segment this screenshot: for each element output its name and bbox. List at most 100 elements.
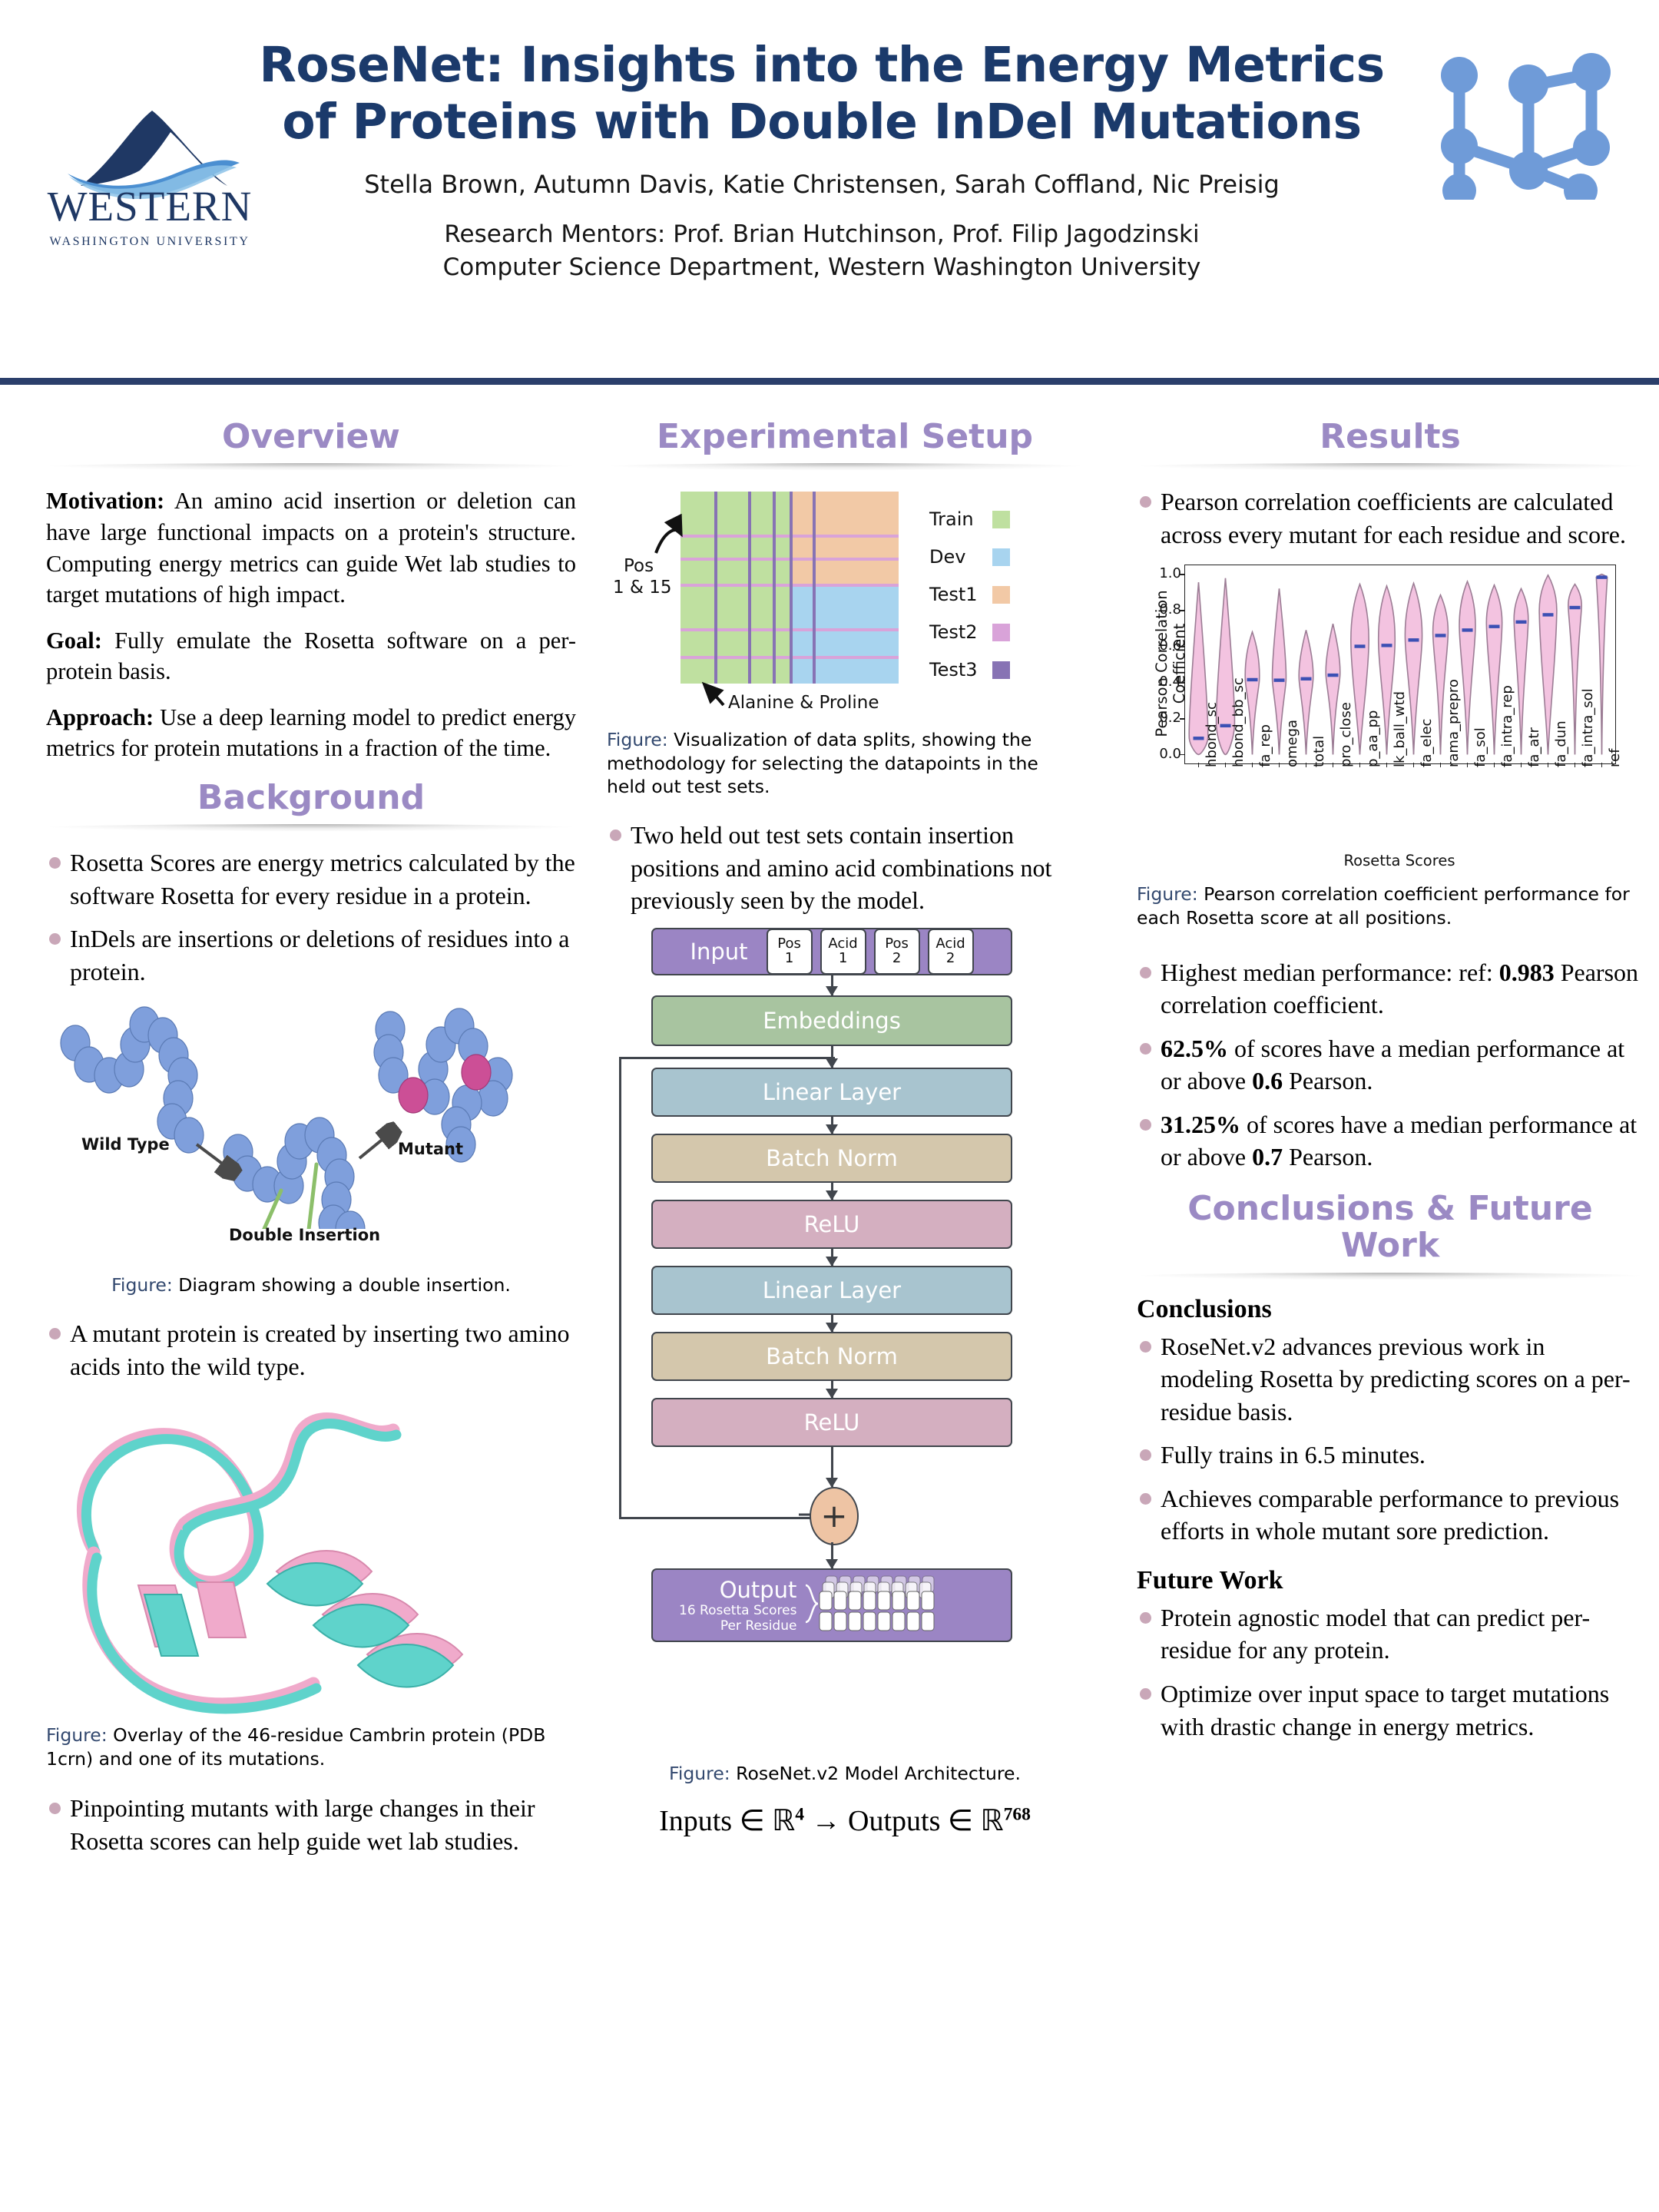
data-split-grid [680, 492, 899, 684]
overview-goal-text: Fully emulate the Rosetta software on a … [46, 627, 576, 685]
caption-lead: Figure: [669, 1762, 730, 1784]
arch-chip-acid2: Acid 2 [927, 928, 974, 975]
x-tick-label-fa_sol: fa_sol [1472, 727, 1488, 768]
median-fa_atr [1515, 621, 1527, 624]
y-tick-mark [1180, 717, 1184, 720]
y-tick-mark [1180, 610, 1184, 611]
section-heading-results: Results [1320, 417, 1461, 456]
caption-lead: Figure: [46, 1724, 108, 1747]
list-item: A mutant protein is created by inserting… [46, 1317, 576, 1382]
x-tick-mark [1412, 763, 1415, 768]
arch-node-output: Output 16 Rosetta Scores Per Residue [651, 1568, 1012, 1642]
stat-text-after: Pearson. [1283, 1143, 1373, 1171]
list-item-stat-highest: Highest median performance: ref: 0.983 P… [1137, 956, 1644, 1022]
list-item: Rosetta Scores are energy metrics calcul… [46, 846, 576, 912]
legend-item-train: Train [929, 508, 1010, 530]
arch-input-label: Input [690, 938, 748, 965]
split-col-test3 [748, 492, 751, 684]
median-fa_elec [1408, 638, 1419, 642]
list-item: InDels are insertions or deletions of re… [46, 922, 576, 988]
x-tick-label-rama_prepro: rama_prepro [1445, 679, 1462, 768]
split-col-test3 [773, 492, 776, 684]
list-item: Pinpointing mutants with large changes i… [46, 1792, 576, 1857]
pearson-violin-chart: Pearson Correlation Coefficient 0.0 0.2 0.… [1137, 561, 1644, 876]
conclusions-bullets: RoseNet.v2 advances previous work in mod… [1137, 1330, 1644, 1548]
section-rule [46, 463, 576, 471]
ribbon-figure-caption: Figure: Overlay of the 46-residue Cambri… [46, 1724, 576, 1770]
poster-header: WESTERN WASHINGTON UNIVERSITY RoseNet: I… [0, 0, 1659, 380]
overview-goal: Goal: Fully emulate the Rosetta software… [46, 625, 576, 687]
x-tick-label-total: total [1310, 736, 1327, 768]
violin-hbond_bb_sc [1215, 578, 1236, 756]
stat-text: of scores have a median performance at o… [1161, 1110, 1637, 1171]
caption-text: Diagram showing a double insertion. [172, 1274, 511, 1296]
violin-omega [1271, 588, 1287, 755]
arch-output-sub1: 16 Rosetta Scores [679, 1602, 797, 1618]
split-region-test1 [793, 492, 899, 586]
legend-swatch-test3 [992, 661, 1010, 679]
x-tick-mark [1466, 763, 1469, 768]
median-lk_ball_wtd [1381, 644, 1392, 648]
x-tick-mark [1251, 763, 1253, 768]
violin-pro_close [1325, 624, 1341, 755]
x-tick-mark [1574, 763, 1576, 768]
double-insertion-figure: Wild Type Mutant Double Insertion [46, 998, 576, 1274]
subheading-conclusions: Conclusions [1137, 1294, 1272, 1323]
annotation-positions-line1: Pos [624, 556, 654, 577]
stat-text-after: Pearson correlation coefficient. [1161, 958, 1639, 1019]
median-total [1300, 677, 1312, 681]
data-split-figure: Pos 1 & 15 Alanine & Proline Train Dev T… [607, 485, 1083, 716]
chart-y-axis-label: Pearson Correlation Coefficient [1153, 590, 1188, 738]
x-tick-label-omega: omega [1283, 720, 1300, 768]
x-tick-label-hbond_bb_sc: hbond_bb_sc [1230, 677, 1247, 768]
y-tick-mark [1180, 753, 1184, 756]
y-tick-label: 0.0 [1159, 745, 1181, 762]
y-tick-label: 0.8 [1159, 601, 1181, 618]
chip-line1: Pos [885, 935, 909, 952]
x-tick-mark [1305, 763, 1307, 768]
legend-swatch-test1 [992, 585, 1010, 604]
split-figure-caption: Figure: Visualization of data splits, sh… [607, 728, 1083, 799]
overview-motivation: Motivation: An amino acid insertion or d… [46, 485, 576, 610]
x-tick-mark [1520, 763, 1522, 768]
formula-mid: → Outputs ∈ ℝ [804, 1805, 1004, 1838]
background-bullets-bottom: Pinpointing mutants with large changes i… [46, 1792, 576, 1857]
formula-input-dim: 4 [795, 1804, 805, 1825]
split-col-test3 [813, 492, 816, 684]
output-score-grid-icon [806, 1575, 935, 1631]
x-tick-label-p_aa_pp: p_aa_pp [1364, 710, 1381, 768]
chip-line2: 2 [945, 949, 955, 966]
list-item: Achieves comparable performance to previ… [1137, 1482, 1644, 1548]
violin-total [1298, 630, 1314, 755]
list-item-stat-31: 31.25% of scores have a median performan… [1137, 1108, 1644, 1174]
section-heading-background: Background [197, 777, 426, 817]
wwu-wordmark: WESTERN [47, 183, 253, 230]
section-rule [607, 463, 1083, 471]
arch-node-embeddings: Embeddings [651, 995, 1012, 1046]
section-heading-conclusions: Conclusions & Future Work [1187, 1188, 1593, 1266]
median-fa_intra_rep [1488, 624, 1500, 629]
cambrin-ribbon-figure [46, 1393, 576, 1716]
chip-line1: Acid [935, 935, 965, 952]
list-item: Fully trains in 6.5 minutes. [1137, 1439, 1644, 1472]
overview-approach-label: Approach: [46, 704, 154, 730]
legend-item-test3: Test3 [929, 659, 1010, 680]
violin-hbond_sc [1188, 582, 1209, 756]
x-tick-label-lk_ball_wtd: lk_ball_wtd [1391, 691, 1408, 768]
violin-fa_intra_sol [1568, 583, 1582, 755]
wwu-logo: WESTERN WASHINGTON UNIVERSITY [46, 100, 253, 253]
legend-label: Test1 [929, 584, 978, 606]
median-fa_rep [1247, 678, 1258, 682]
arch-node-input: Input Pos 1 Acid 1 Pos 2 Acid 2 [651, 927, 1012, 975]
x-tick-mark [1547, 763, 1549, 768]
split-annotation-arrows [654, 513, 725, 707]
authors-line: Stella Brown, Autumn Davis, Katie Christ… [364, 169, 1280, 199]
insertion-figure-caption: Figure: Diagram showing a double inserti… [46, 1273, 576, 1297]
median-p_aa_pp [1354, 644, 1366, 649]
experimental-bullets: Two held out test sets contain insertion… [607, 819, 1083, 917]
violin-fa_dun [1538, 574, 1558, 755]
chip-line2: 2 [892, 949, 902, 966]
insertion-diagram-svg [60, 1006, 513, 1274]
arch-node-linear-1: Linear Layer [651, 1067, 1012, 1117]
legend-label: Test3 [929, 659, 978, 681]
